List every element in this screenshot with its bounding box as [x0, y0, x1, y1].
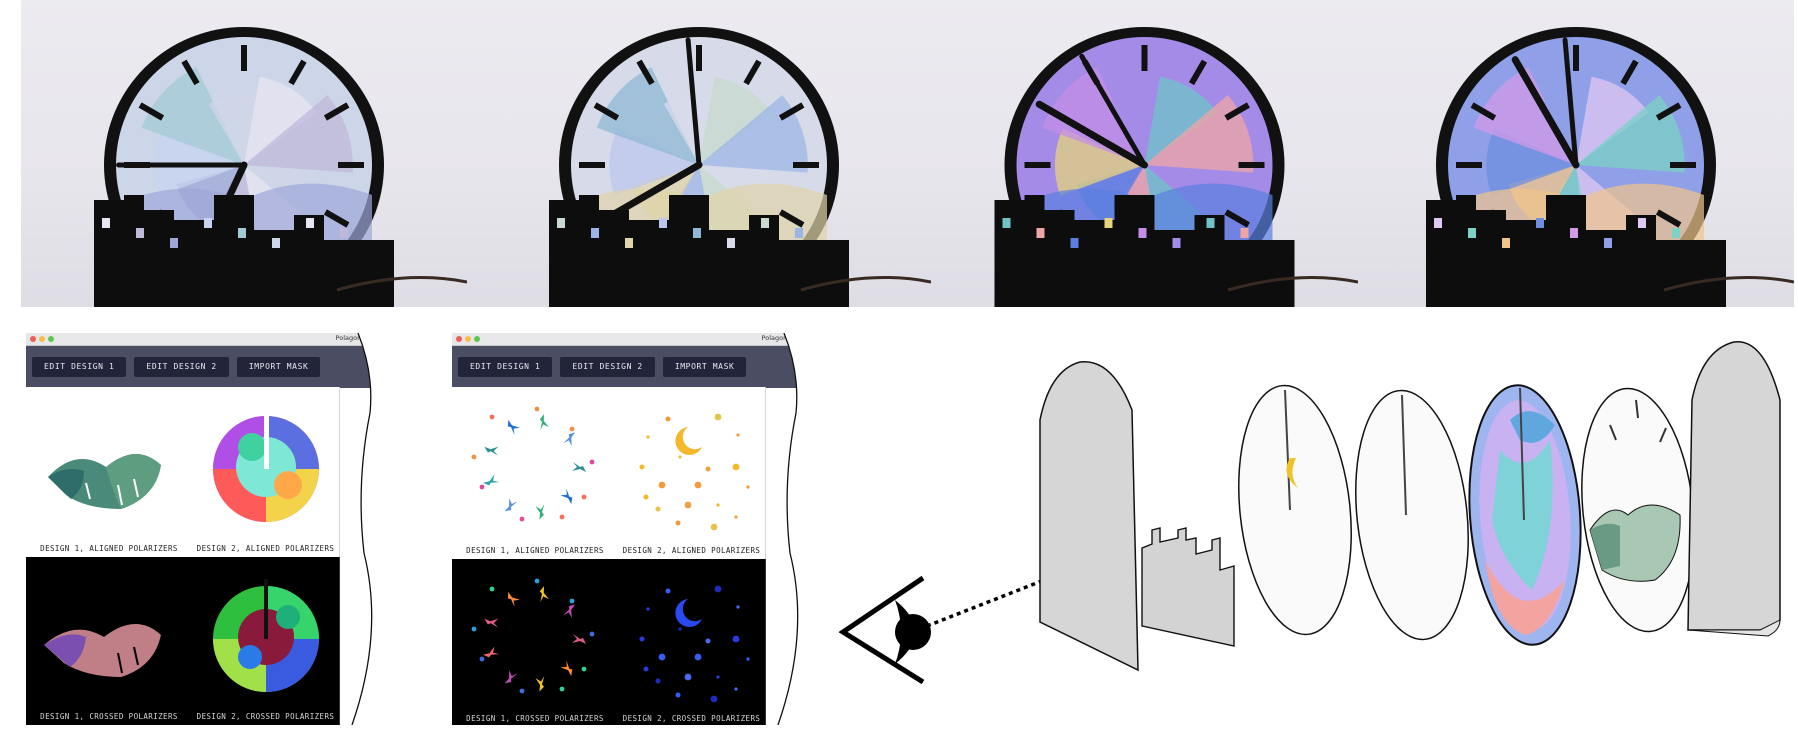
minimize-icon[interactable]: [39, 336, 45, 342]
preview-design-2-aligned[interactable]: DESIGN 2, ALIGNED POLARIZERS: [192, 387, 340, 557]
toolbar: EDIT DESIGN 1 EDIT DESIGN 2 IMPORT MASK: [452, 346, 826, 388]
preview-caption: DESIGN 1, ALIGNED POLARIZERS: [40, 544, 178, 553]
wave-cutoff: [344, 333, 400, 725]
import-mask-button[interactable]: IMPORT MASK: [662, 357, 747, 377]
clock-photo: [467, 0, 931, 307]
preview-caption: DESIGN 2, ALIGNED POLARIZERS: [196, 544, 335, 553]
preview-caption: DESIGN 2, ALIGNED POLARIZERS: [622, 546, 761, 555]
clock-photo: [1358, 0, 1794, 307]
zoom-icon[interactable]: [48, 336, 54, 342]
preview-caption: DESIGN 2, CROSSED POLARIZERS: [196, 712, 335, 721]
preview-design-1-crossed[interactable]: DESIGN 1, CROSSED POLARIZERS: [26, 557, 193, 725]
close-icon[interactable]: [30, 336, 36, 342]
preview-design-1-aligned[interactable]: DESIGN 1, ALIGNED POLARIZERS: [26, 387, 193, 557]
edit-design-2-button[interactable]: EDIT DESIGN 2: [134, 357, 229, 377]
preview-design-1-crossed[interactable]: DESIGN 1, CROSSED POLARIZERS: [452, 559, 619, 725]
edit-design-2-button[interactable]: EDIT DESIGN 2: [560, 357, 655, 377]
preview-design-1-aligned[interactable]: DESIGN 1, ALIGNED POLARIZERS: [452, 387, 619, 559]
exploded-view: [1039, 341, 1781, 672]
import-mask-button[interactable]: IMPORT MASK: [236, 357, 321, 377]
edit-design-1-button[interactable]: EDIT DESIGN 1: [458, 357, 553, 377]
preview-design-2-crossed[interactable]: DESIGN 2, CROSSED POLARIZERS: [618, 559, 766, 725]
preview-design-2-aligned[interactable]: DESIGN 2, ALIGNED POLARIZERS: [618, 387, 766, 559]
wave-cutoff: [770, 333, 826, 725]
preview-caption: DESIGN 2, CROSSED POLARIZERS: [622, 714, 761, 723]
clock-photo: [21, 0, 467, 307]
edit-design-1-button[interactable]: EDIT DESIGN 1: [32, 357, 127, 377]
toolbar: EDIT DESIGN 1 EDIT DESIGN 2 IMPORT MASK: [26, 346, 400, 388]
preview-caption: DESIGN 1, ALIGNED POLARIZERS: [466, 546, 604, 555]
zoom-icon[interactable]: [474, 336, 480, 342]
preview-caption: DESIGN 1, CROSSED POLARIZERS: [466, 714, 604, 723]
app-window-1: Polagon Studio EDIT DESIGN 1 EDIT DESIGN…: [26, 333, 400, 725]
minimize-icon[interactable]: [465, 336, 471, 342]
preview-caption: DESIGN 1, CROSSED POLARIZERS: [40, 712, 178, 721]
preview-design-2-crossed[interactable]: DESIGN 2, CROSSED POLARIZERS: [192, 557, 340, 725]
close-icon[interactable]: [456, 336, 462, 342]
eye-icon: [838, 575, 931, 685]
clock-photo: [931, 0, 1358, 307]
app-window-2: Polagon Studio EDIT DESIGN 1 EDIT DESIGN…: [452, 333, 826, 725]
